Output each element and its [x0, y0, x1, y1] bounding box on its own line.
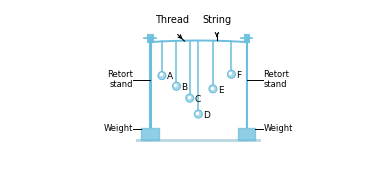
Circle shape: [228, 70, 235, 78]
Text: Retort: Retort: [108, 70, 134, 79]
FancyBboxPatch shape: [136, 139, 260, 142]
Text: String: String: [202, 15, 231, 25]
Text: Weight: Weight: [104, 124, 134, 133]
Text: A: A: [167, 72, 173, 81]
Text: D: D: [204, 111, 210, 120]
Circle shape: [158, 72, 166, 80]
Text: C: C: [195, 95, 201, 104]
Circle shape: [186, 94, 194, 102]
FancyBboxPatch shape: [147, 34, 152, 42]
Text: Retort: Retort: [263, 70, 289, 79]
Text: stand: stand: [263, 80, 287, 89]
Text: Weight: Weight: [263, 124, 293, 133]
Circle shape: [194, 110, 202, 118]
Text: stand: stand: [110, 80, 134, 89]
Circle shape: [209, 85, 217, 93]
Text: E: E: [218, 85, 224, 95]
FancyBboxPatch shape: [141, 128, 159, 139]
Circle shape: [173, 82, 180, 90]
Text: B: B: [182, 83, 188, 92]
Text: Thread: Thread: [156, 15, 190, 25]
FancyBboxPatch shape: [238, 128, 255, 139]
Text: F: F: [236, 71, 241, 80]
FancyBboxPatch shape: [244, 34, 249, 42]
